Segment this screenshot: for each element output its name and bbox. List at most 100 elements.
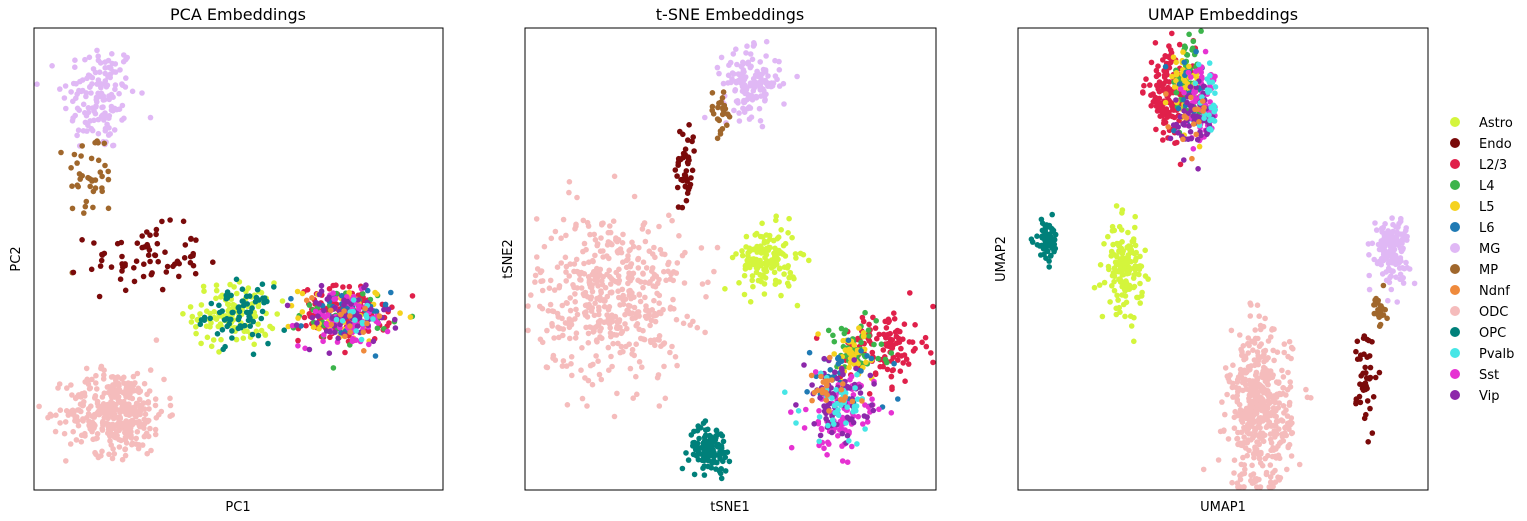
point-odc — [539, 287, 546, 294]
point-odc — [597, 297, 604, 304]
point-opc — [701, 463, 708, 469]
point-vip — [1181, 108, 1187, 114]
point-odc — [549, 323, 555, 329]
point-ndnf — [362, 305, 369, 312]
point-l2-3 — [903, 356, 910, 363]
point-mg — [101, 113, 108, 120]
point-odc — [643, 303, 649, 309]
point-odc — [649, 307, 655, 313]
point-l4 — [865, 327, 872, 334]
point-endo — [154, 240, 161, 247]
point-odc — [1230, 362, 1236, 369]
point-mg — [1379, 247, 1386, 253]
point-astro — [1128, 247, 1135, 253]
point-pvalb — [793, 420, 799, 426]
point-astro — [1114, 292, 1120, 299]
point-sst — [331, 296, 337, 302]
point-odc — [634, 391, 640, 398]
point-opc — [694, 440, 701, 447]
point-odc — [1259, 374, 1266, 381]
point-mg — [91, 105, 97, 111]
point-mp — [709, 107, 715, 114]
point-l2-3 — [306, 311, 313, 317]
point-odc — [95, 403, 102, 409]
point-opc — [713, 427, 720, 434]
point-odc — [52, 428, 59, 435]
point-odc — [36, 403, 42, 410]
point-astro — [1123, 299, 1130, 306]
point-mp — [1380, 282, 1387, 289]
point-l2-3 — [1157, 113, 1163, 119]
point-astro — [225, 301, 231, 308]
point-ndnf — [347, 323, 353, 329]
point-odc — [141, 406, 148, 412]
point-l6 — [813, 373, 819, 380]
point-odc — [1222, 365, 1229, 371]
point-mg — [80, 101, 87, 108]
point-l4 — [878, 341, 885, 348]
legend-marker-odc — [1450, 306, 1460, 316]
legend-marker-endo — [1450, 138, 1460, 148]
point-mp — [90, 188, 97, 195]
point-endo — [680, 177, 686, 184]
point-mg — [758, 93, 764, 99]
point-odc — [86, 385, 93, 392]
point-l5 — [1173, 59, 1179, 66]
point-l2-3 — [897, 368, 904, 375]
point-odc — [560, 326, 567, 332]
point-pvalb — [1201, 115, 1207, 121]
point-endo — [164, 263, 171, 270]
point-opc — [243, 309, 250, 316]
point-odc — [614, 390, 620, 397]
point-endo — [1362, 364, 1368, 371]
point-astro — [274, 311, 281, 317]
point-pvalb — [1206, 126, 1212, 132]
point-mg — [111, 127, 118, 133]
point-opc — [683, 450, 689, 456]
point-odc — [558, 260, 564, 266]
point-l6 — [858, 348, 864, 354]
point-odc — [537, 303, 543, 310]
point-odc — [651, 244, 657, 251]
point-l6 — [804, 389, 810, 395]
point-endo — [674, 184, 681, 191]
point-opc — [1042, 238, 1049, 245]
point-odc — [104, 384, 111, 390]
point-odc — [1249, 462, 1255, 469]
point-mg — [119, 102, 126, 109]
point-l2-3 — [303, 322, 309, 329]
point-odc — [569, 372, 575, 379]
point-endo — [162, 249, 168, 255]
point-odc — [62, 419, 69, 425]
point-mg — [747, 51, 754, 57]
point-odc — [607, 273, 613, 280]
point-odc — [141, 421, 148, 428]
point-mg — [1396, 256, 1402, 263]
point-odc — [603, 319, 609, 325]
point-astro — [255, 321, 261, 328]
point-l2-3 — [866, 321, 872, 328]
point-sst — [788, 409, 794, 415]
point-l4 — [862, 309, 868, 316]
point-opc — [1046, 264, 1052, 270]
point-odc — [1228, 327, 1235, 334]
point-vip — [1186, 123, 1192, 129]
point-l5 — [860, 330, 867, 336]
point-endo — [683, 168, 690, 174]
point-odc — [111, 451, 118, 457]
point-l2-3 — [881, 331, 887, 338]
point-odc — [1252, 476, 1258, 482]
point-vip — [309, 314, 316, 321]
point-mg — [95, 77, 102, 83]
point-endo — [91, 240, 97, 246]
point-opc — [695, 456, 702, 463]
point-odc — [544, 364, 551, 371]
point-opc — [1040, 246, 1047, 252]
point-odc — [136, 396, 143, 403]
point-endo — [1366, 353, 1373, 359]
point-sst — [835, 433, 841, 439]
point-odc — [595, 358, 601, 365]
point-l4 — [858, 339, 864, 346]
point-mp — [725, 111, 731, 118]
point-astro — [258, 327, 265, 334]
